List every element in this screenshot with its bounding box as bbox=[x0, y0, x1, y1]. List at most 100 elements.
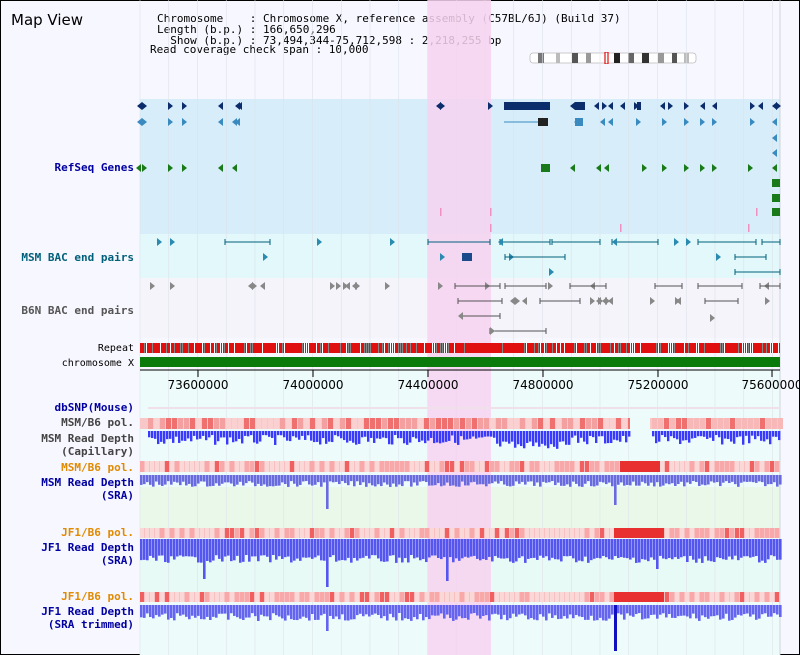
depth-bar bbox=[694, 431, 697, 438]
repeat-mark bbox=[320, 343, 321, 353]
pol-spot bbox=[300, 592, 304, 602]
repeat-mark bbox=[202, 343, 203, 353]
page-title: Map View bbox=[11, 11, 84, 29]
depth-bar bbox=[725, 539, 728, 560]
repeat-mark bbox=[174, 343, 175, 353]
chromosome-bar[interactable] bbox=[140, 357, 780, 367]
msm-read-depth-sra-label[interactable]: MSM Read Depth bbox=[41, 476, 134, 489]
depth-bar bbox=[527, 475, 530, 482]
repeat-mark bbox=[234, 343, 235, 353]
pol-spot bbox=[772, 418, 777, 429]
depth-bar bbox=[550, 431, 553, 445]
jf1-b6-pol-label-1[interactable]: JF1/B6 pol. bbox=[61, 526, 134, 539]
depth-bar bbox=[692, 539, 695, 560]
pol-spot bbox=[360, 461, 364, 472]
depth-bar bbox=[386, 605, 389, 621]
pol-spot bbox=[690, 528, 694, 538]
depth-bar bbox=[223, 431, 226, 438]
b6n-end-arrow bbox=[385, 282, 390, 290]
depth-bar bbox=[485, 475, 488, 487]
depth-bar bbox=[755, 605, 758, 620]
pol-spot bbox=[465, 461, 469, 472]
msm-b6-pol-capillary-label[interactable]: MSM/B6 pol. bbox=[61, 416, 134, 429]
depth-bar bbox=[368, 539, 371, 559]
depth-bar bbox=[356, 605, 359, 616]
pol-spot bbox=[700, 461, 704, 472]
pol-spot bbox=[286, 418, 291, 429]
depth-bar bbox=[196, 431, 199, 440]
b6n-bac-label[interactable]: B6N BAC end pairs bbox=[21, 304, 134, 317]
pol-spot bbox=[220, 592, 224, 602]
pol-spot bbox=[545, 461, 549, 472]
jf1-read-depth-trimmed-label[interactable]: JF1 Read Depth bbox=[41, 605, 134, 618]
depth-bar bbox=[374, 605, 377, 614]
depth-bar bbox=[572, 475, 575, 482]
depth-bar bbox=[194, 539, 197, 558]
pol-spot bbox=[290, 461, 294, 472]
pol-spot bbox=[585, 528, 589, 538]
repeat-mark bbox=[502, 343, 503, 353]
pol-spot bbox=[185, 528, 189, 538]
depth-bar bbox=[770, 605, 773, 617]
depth-bar bbox=[178, 431, 181, 443]
depth-bar bbox=[206, 475, 209, 487]
pol-spot bbox=[290, 592, 294, 602]
pol-spot bbox=[316, 418, 321, 429]
pol-spot bbox=[510, 461, 514, 472]
pol-spot bbox=[412, 418, 417, 429]
pol-spot bbox=[665, 528, 669, 538]
pol-spot bbox=[150, 461, 154, 472]
pol-spot bbox=[360, 528, 364, 538]
repeat-mark bbox=[574, 343, 575, 353]
depth-bar bbox=[257, 475, 260, 484]
refseq-genes-label[interactable]: RefSeq Genes bbox=[55, 161, 134, 174]
jf1-read-depth-sra-label[interactable]: JF1 Read Depth bbox=[41, 541, 134, 554]
depth-bar bbox=[761, 475, 764, 483]
depth-bar bbox=[559, 431, 562, 442]
depth-bar bbox=[680, 539, 683, 558]
depth-bar bbox=[184, 431, 187, 441]
depth-bar bbox=[308, 605, 311, 621]
depth-bar bbox=[401, 475, 404, 487]
depth-bar bbox=[599, 605, 602, 618]
depth-bar bbox=[152, 605, 155, 619]
pol-spot bbox=[140, 461, 144, 472]
depth-bar bbox=[320, 539, 323, 561]
depth-bar bbox=[575, 475, 578, 484]
pol-spot bbox=[760, 592, 764, 602]
depth-bar bbox=[461, 539, 464, 559]
dbsnp-label[interactable]: dbSNP(Mouse) bbox=[55, 401, 134, 414]
depth-bar bbox=[704, 605, 707, 618]
depth-bar bbox=[377, 539, 380, 559]
repeat-mark bbox=[432, 343, 433, 353]
depth-bar bbox=[662, 539, 665, 559]
msm-bac-label[interactable]: MSM BAC end pairs bbox=[21, 251, 134, 264]
depth-bar bbox=[419, 539, 422, 561]
depth-bar bbox=[616, 431, 619, 441]
msm-read-depth-capillary-label[interactable]: MSM Read Depth bbox=[41, 432, 134, 445]
gene-block bbox=[575, 118, 583, 126]
pol-spot bbox=[670, 592, 674, 602]
depth-bar bbox=[353, 605, 356, 620]
depth-bar bbox=[298, 431, 301, 440]
repeat-mark bbox=[696, 343, 697, 353]
gene-arrow bbox=[488, 102, 493, 110]
pol-spot bbox=[715, 461, 719, 472]
depth-bar bbox=[638, 605, 641, 614]
gene-arrow bbox=[772, 134, 777, 142]
depth-bar bbox=[776, 475, 779, 487]
depth-bar bbox=[719, 475, 722, 487]
depth-bar bbox=[751, 431, 754, 436]
depth-bar bbox=[346, 431, 349, 443]
track-features[interactable] bbox=[136, 102, 781, 335]
repeat-track[interactable] bbox=[140, 343, 780, 353]
depth-bar bbox=[740, 539, 743, 558]
jf1-b6-pol-label-2[interactable]: JF1/B6 pol. bbox=[61, 590, 134, 603]
pol-spot bbox=[598, 418, 603, 429]
depth-bar bbox=[235, 431, 238, 442]
depth-bar bbox=[347, 539, 350, 558]
depth-bar bbox=[551, 605, 554, 618]
msm-b6-pol-sra-label[interactable]: MSM/B6 pol. bbox=[61, 461, 134, 474]
repeat-mark bbox=[402, 343, 403, 353]
